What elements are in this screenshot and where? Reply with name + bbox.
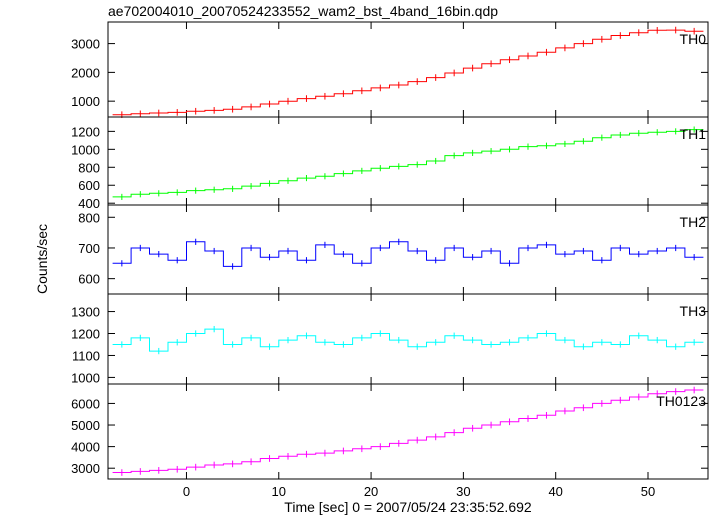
panel-th0123: 3000 4000 5000 6000 TH0123 bbox=[71, 383, 709, 480]
y-tick-label: 400 bbox=[78, 196, 100, 211]
y-tick-label: 5000 bbox=[71, 418, 100, 433]
y-tick-label: 6000 bbox=[71, 396, 100, 411]
series-line-th1 bbox=[112, 129, 704, 198]
y-tick-label: 600 bbox=[78, 178, 100, 193]
panel-label: TH0123 bbox=[656, 393, 706, 409]
y-tick-label: 1000 bbox=[71, 370, 100, 385]
y-tick-label: 600 bbox=[78, 272, 100, 287]
panel-frame bbox=[107, 383, 709, 480]
x-tick-label: 20 bbox=[364, 484, 378, 499]
x-tick-label: 0 bbox=[183, 484, 190, 499]
y-tick-label: 800 bbox=[78, 210, 100, 225]
y-tick-label: 800 bbox=[78, 160, 100, 175]
series-line-th2 bbox=[112, 241, 704, 267]
y-axis-title: Counts/sec bbox=[34, 224, 50, 294]
panel-frame bbox=[107, 116, 709, 206]
series-line-th0123 bbox=[112, 389, 704, 473]
panel-frame bbox=[107, 293, 709, 385]
y-tick-label: 1000 bbox=[71, 94, 100, 109]
y-tick-label: 1200 bbox=[71, 327, 100, 342]
x-tick-label: 10 bbox=[272, 484, 286, 499]
x-axis-title: Time [sec] 0 = 2007/05/24 23:35:52.692 bbox=[284, 499, 532, 515]
panel-label: TH1 bbox=[680, 126, 707, 142]
y-tick-label: 3000 bbox=[71, 461, 100, 476]
y-tick-label: 1100 bbox=[72, 348, 100, 363]
y-tick-label: 1000 bbox=[71, 142, 100, 157]
panel-th2: 600 700 800 TH2 bbox=[78, 204, 709, 295]
panel-label: TH0 bbox=[680, 31, 707, 47]
panel-th0: 1000 2000 3000 TH0 bbox=[71, 21, 709, 119]
x-tick-label: 50 bbox=[641, 484, 655, 499]
y-tick-label: 1300 bbox=[71, 305, 100, 320]
series-line-th0 bbox=[112, 29, 704, 116]
panel-frame bbox=[107, 21, 709, 118]
panel-th1: 400 600 800 1000 1200 TH1 bbox=[71, 116, 709, 211]
x-tick-label: 40 bbox=[548, 484, 562, 499]
y-tick-label: 1200 bbox=[71, 124, 100, 139]
series-line-th3 bbox=[112, 328, 704, 352]
x-tick-label: 30 bbox=[456, 484, 470, 499]
y-tick-label: 3000 bbox=[71, 37, 100, 52]
y-tick-label: 700 bbox=[78, 241, 100, 256]
panel-th3: 1000 1100 1200 1300 TH3 bbox=[71, 293, 709, 385]
y-tick-label: 2000 bbox=[71, 65, 100, 80]
y-tick-label: 4000 bbox=[71, 440, 100, 455]
panel-label: TH3 bbox=[680, 303, 707, 319]
panel-label: TH2 bbox=[680, 214, 707, 230]
chart-title: ae702004010_20070524233552_wam2_bst_4ban… bbox=[108, 3, 498, 19]
